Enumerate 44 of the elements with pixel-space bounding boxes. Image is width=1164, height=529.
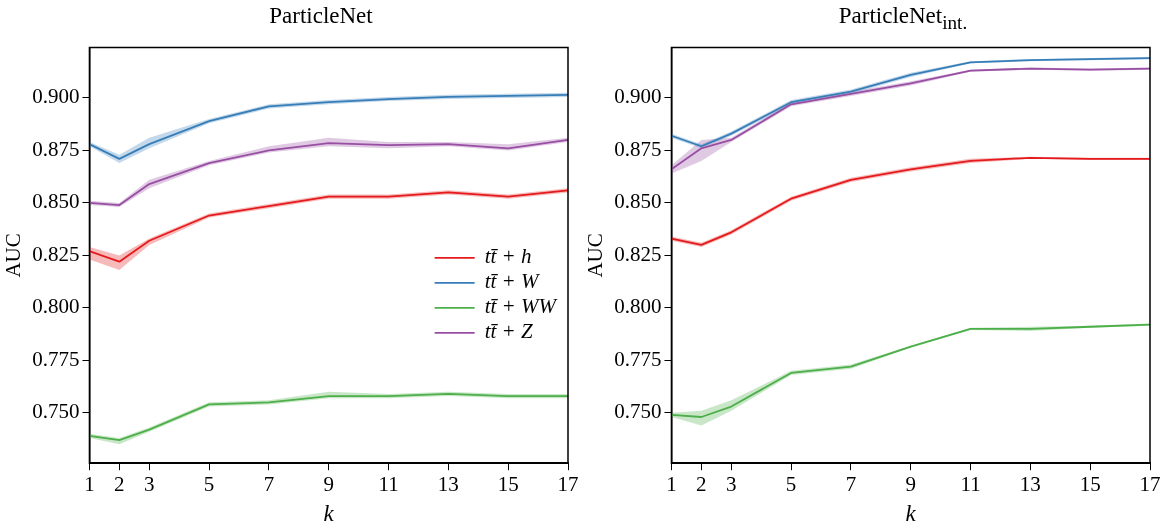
legend-label: tt̄ + Z xyxy=(484,319,534,344)
y-tick-label: 0.750 xyxy=(614,399,662,424)
x-tick-label: 13 xyxy=(437,472,459,497)
x-tick-label: 13 xyxy=(1019,472,1041,497)
y-tick-label: 0.750 xyxy=(32,399,80,424)
x-tick-label: 17 xyxy=(1139,472,1161,497)
y-tick-label: 0.800 xyxy=(614,294,662,319)
x-tick-label: 1 xyxy=(666,472,677,497)
y-tick-label: 0.900 xyxy=(32,84,80,109)
x-tick-label: 3 xyxy=(726,472,737,497)
x-tick-label: 2 xyxy=(696,472,707,497)
y-axis-title: AUC xyxy=(1,233,26,278)
legend-label: tt̄ + h xyxy=(484,244,532,269)
x-tick-label: 17 xyxy=(557,472,579,497)
y-tick-label: 0.775 xyxy=(32,346,80,371)
y-axis-title: AUC xyxy=(583,233,608,278)
y-tick-label: 0.875 xyxy=(614,136,662,161)
y-tick-label: 0.850 xyxy=(614,189,662,214)
x-tick-label: 7 xyxy=(263,472,275,497)
chart-title: ParticleNet$_{int.}$ xyxy=(837,2,969,33)
chart-title: ParticleNet xyxy=(268,2,374,30)
x-axis-title: k xyxy=(905,501,917,527)
x-tick-label: 5 xyxy=(785,472,797,497)
x-tick-label: 9 xyxy=(905,472,916,497)
x-tick-label: 2 xyxy=(114,472,125,497)
x-tick-label: 9 xyxy=(323,472,334,497)
x-tick-label: 1 xyxy=(84,472,95,497)
x-tick-label: 15 xyxy=(1079,472,1101,497)
x-tick-label: 11 xyxy=(378,472,399,497)
x-tick-label: 5 xyxy=(203,472,215,497)
y-tick-label: 0.875 xyxy=(32,136,80,161)
y-tick-label: 0.825 xyxy=(614,241,662,266)
legend-label: tt̄ + W xyxy=(484,269,542,294)
x-tick-label: 15 xyxy=(497,472,519,497)
legend-label: tt̄ + WW xyxy=(484,294,559,319)
y-tick-label: 0.850 xyxy=(32,189,80,214)
y-tick-label: 0.825 xyxy=(32,241,80,266)
x-tick-label: 3 xyxy=(144,472,155,497)
x-tick-label: 11 xyxy=(960,472,981,497)
x-axis-title: k xyxy=(323,501,335,527)
y-tick-label: 0.900 xyxy=(614,84,662,109)
x-tick-label: 7 xyxy=(845,472,857,497)
y-tick-label: 0.800 xyxy=(32,294,80,319)
y-tick-label: 0.775 xyxy=(614,346,662,371)
